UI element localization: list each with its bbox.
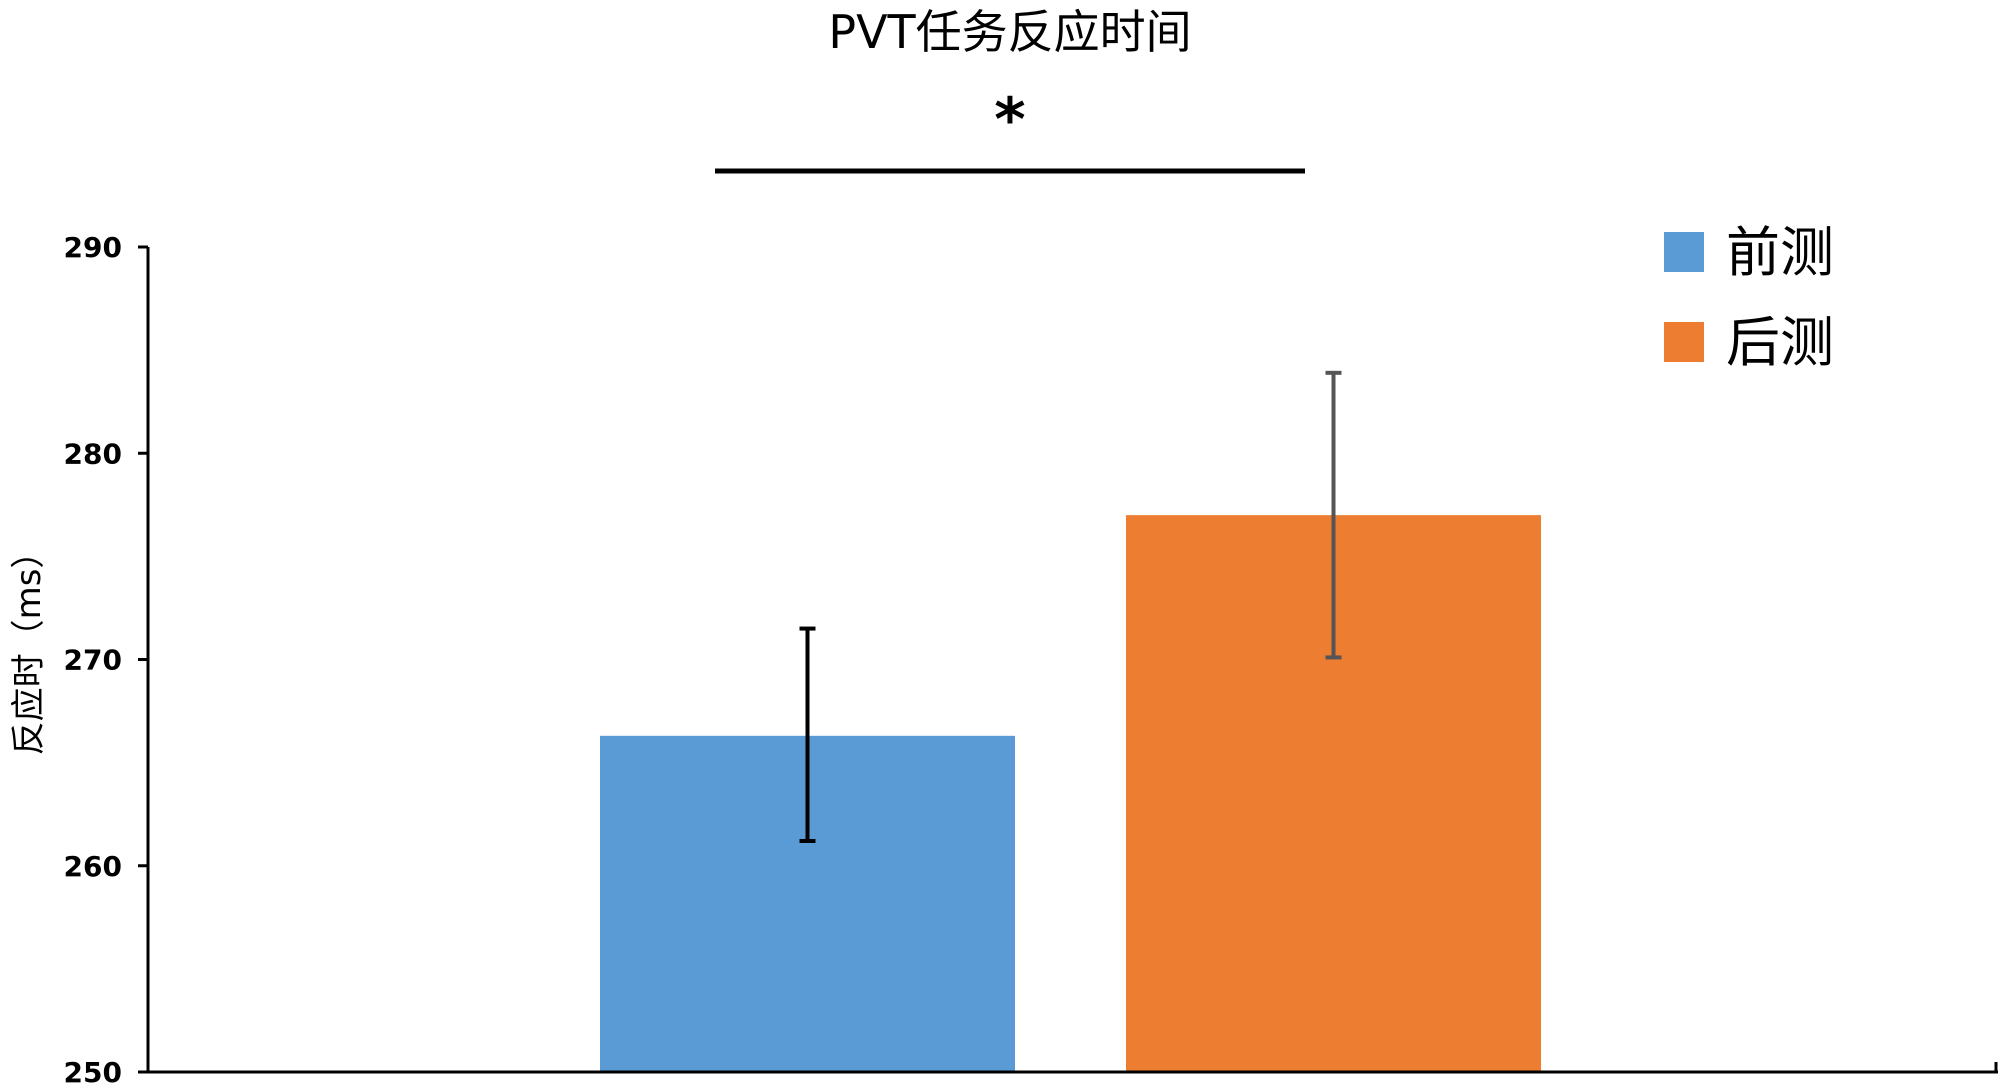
- bars: [600, 515, 1541, 1072]
- error-bar-pre-test: [799, 626, 816, 843]
- legend-label: 后测: [1726, 311, 1834, 374]
- y-tick-label: 290: [64, 231, 122, 264]
- y-axis-ticks: 250 260 270 280 290: [64, 231, 148, 1089]
- legend-swatch: [1664, 232, 1704, 272]
- significance-star: *: [994, 85, 1025, 155]
- error-bars: [799, 370, 1342, 843]
- legend-swatch: [1664, 322, 1704, 362]
- significance-marker: *: [715, 85, 1305, 174]
- y-tick-label: 280: [64, 437, 122, 470]
- chart-title: PVT任务反应时间: [828, 5, 1191, 59]
- y-axis-label: 反应时（ms）: [9, 535, 49, 756]
- error-bar-post-test: [1325, 370, 1342, 660]
- y-tick-label: 270: [64, 644, 122, 677]
- y-tick-label: 260: [64, 850, 122, 883]
- legend-label: 前测: [1726, 221, 1834, 284]
- y-tick-label: 250: [64, 1056, 122, 1089]
